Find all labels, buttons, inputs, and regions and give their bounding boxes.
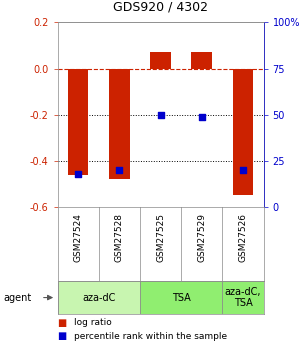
Text: agent: agent xyxy=(3,293,31,303)
Point xyxy=(76,171,81,177)
Bar xyxy=(68,69,88,175)
Text: GSM27524: GSM27524 xyxy=(74,213,83,262)
Text: GSM27528: GSM27528 xyxy=(115,213,124,262)
Text: GSM27525: GSM27525 xyxy=(156,213,165,262)
Text: ■: ■ xyxy=(58,331,67,341)
Text: ■: ■ xyxy=(58,318,67,328)
Bar xyxy=(140,281,222,314)
Point xyxy=(117,167,122,173)
Text: GSM27526: GSM27526 xyxy=(238,213,248,262)
Text: aza-dC,
TSA: aza-dC, TSA xyxy=(225,287,261,308)
Bar xyxy=(109,69,130,179)
Text: TSA: TSA xyxy=(172,293,191,303)
Bar xyxy=(233,69,253,196)
Text: GSM27529: GSM27529 xyxy=(197,213,206,262)
Text: percentile rank within the sample: percentile rank within the sample xyxy=(74,332,227,341)
Text: aza-dC: aza-dC xyxy=(82,293,115,303)
Bar xyxy=(150,52,171,69)
Bar xyxy=(58,281,140,314)
Bar xyxy=(191,52,212,69)
Point xyxy=(241,167,245,173)
Bar xyxy=(222,281,264,314)
Text: log ratio: log ratio xyxy=(74,318,112,327)
Text: GDS920 / 4302: GDS920 / 4302 xyxy=(113,1,208,14)
Point xyxy=(158,112,163,117)
Point xyxy=(199,114,204,119)
